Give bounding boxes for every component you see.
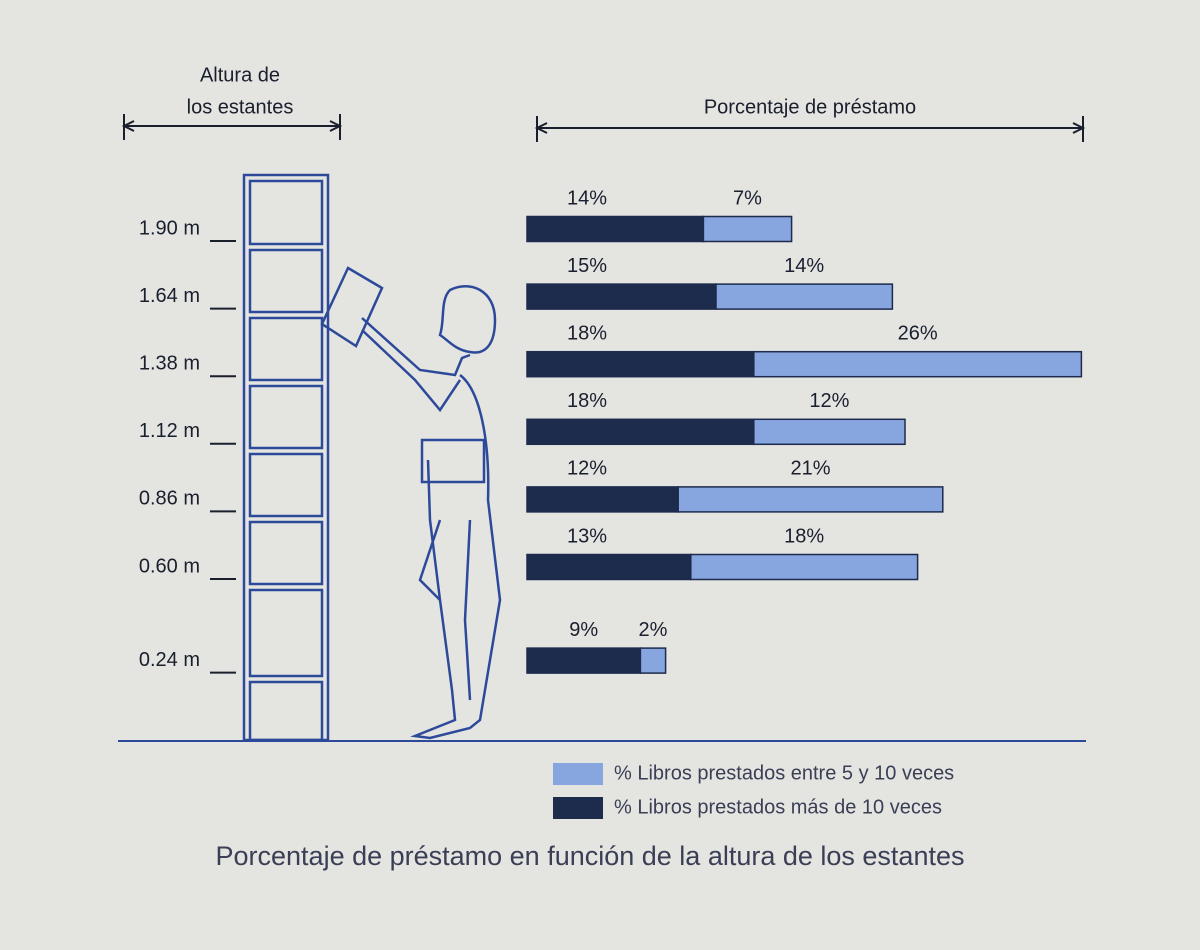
y-tick-label: 1.64 m (139, 285, 200, 307)
legend-swatch (553, 797, 603, 819)
y-tick-label: 0.60 m (139, 555, 200, 577)
y-tick-label: 0.24 m (139, 649, 200, 671)
value-axis-label: Porcentaje de préstamo (704, 96, 916, 118)
data-label: 12% (809, 390, 849, 412)
data-label: 12% (567, 458, 607, 480)
bar-segment (753, 418, 906, 446)
data-label: 18% (784, 525, 824, 547)
y-tick-label: 1.12 m (139, 420, 200, 442)
bar-segment (715, 283, 894, 310)
bar-segment (690, 553, 919, 581)
category-axis-label: Altura de (200, 64, 280, 86)
data-label: 7% (733, 187, 762, 209)
data-label: 2% (639, 619, 668, 641)
data-label: 26% (898, 322, 938, 344)
chart-title: Porcentaje de préstamo en función de la … (216, 841, 965, 871)
legend-label: % Libros prestados más de 10 veces (614, 796, 942, 818)
data-label: 14% (784, 255, 824, 277)
bar-segment (526, 350, 755, 378)
bar-segment (677, 486, 944, 513)
bar-segment (526, 486, 679, 513)
legend-swatch (553, 763, 603, 785)
data-label: 13% (567, 525, 607, 547)
bar-segment (526, 647, 642, 674)
data-label: 9% (569, 619, 598, 641)
category-axis-label: los estantes (187, 96, 294, 118)
bar-segment (753, 350, 1083, 378)
bar-segment (526, 418, 755, 446)
data-label: 14% (567, 187, 607, 209)
data-label: 21% (790, 458, 830, 480)
bar-segment (702, 215, 793, 243)
data-label: 15% (567, 255, 607, 277)
bar-segment (526, 283, 717, 310)
shelf-illustration (242, 173, 330, 742)
person-illustration (320, 266, 502, 740)
y-tick-label: 1.90 m (139, 217, 200, 239)
bar-segment (526, 215, 705, 243)
legend-label: % Libros prestados entre 5 y 10 veces (614, 762, 954, 784)
data-label: 18% (567, 390, 607, 412)
bar-segment (526, 553, 692, 581)
data-label: 18% (567, 322, 607, 344)
bar-segment (639, 647, 667, 674)
y-tick-label: 1.38 m (139, 352, 200, 374)
legend: % Libros prestados entre 5 y 10 veces % L… (553, 762, 954, 819)
axis-bracket (121, 114, 1086, 142)
y-tick-label: 0.86 m (139, 488, 200, 510)
